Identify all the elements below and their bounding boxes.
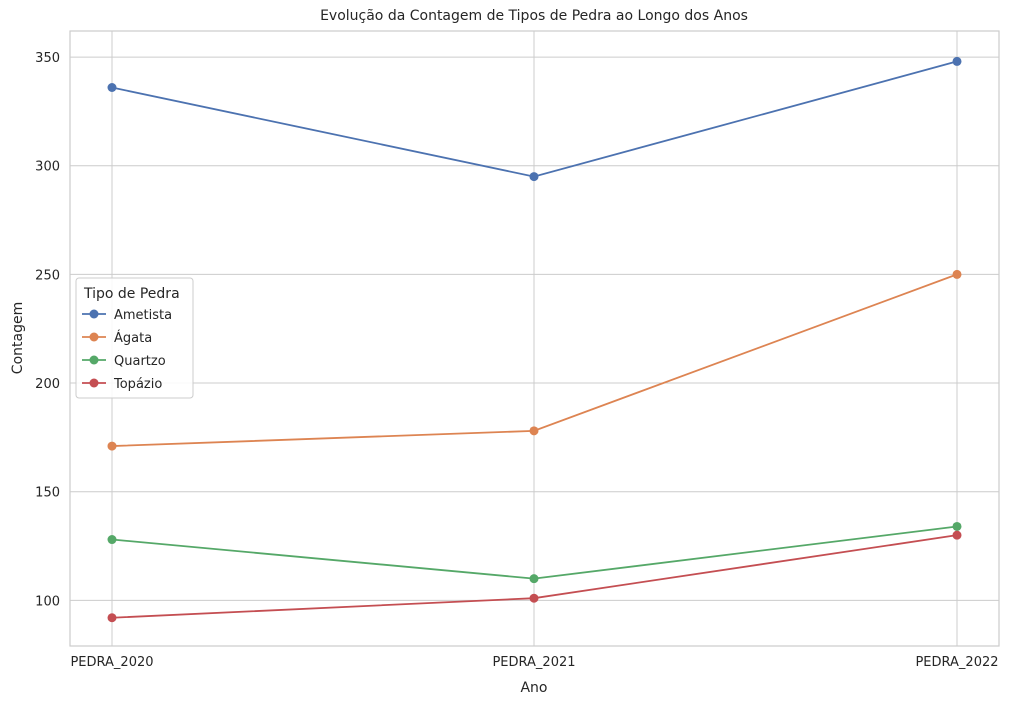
- data-point: [529, 172, 539, 182]
- series-4: [107, 530, 962, 623]
- data-point: [952, 56, 962, 66]
- y-tick-label: 200: [35, 377, 60, 392]
- legend-label: Topázio: [113, 377, 162, 392]
- data-point: [107, 83, 117, 93]
- y-tick-label: 300: [35, 160, 60, 175]
- legend-item: Topázio: [82, 377, 162, 392]
- x-axis-ticks: PEDRA_2020 PEDRA_2021 PEDRA_2022: [70, 655, 998, 670]
- legend-swatch-marker: [89, 355, 99, 365]
- y-tick-label: 100: [35, 594, 60, 609]
- legend-swatch-marker: [89, 378, 99, 388]
- data-point: [107, 613, 117, 623]
- data-point: [529, 593, 539, 603]
- legend-swatch-marker: [89, 309, 99, 319]
- data-point: [529, 574, 539, 584]
- x-tick-label: PEDRA_2021: [492, 655, 575, 670]
- y-tick-label: 150: [35, 486, 60, 501]
- legend-label: Quartzo: [114, 354, 166, 369]
- series-3: [107, 521, 962, 584]
- legend-label: Ágata: [114, 330, 152, 346]
- grid: [70, 31, 999, 646]
- legend-swatch-marker: [89, 332, 99, 342]
- legend-item: Quartzo: [82, 354, 166, 369]
- y-tick-label: 350: [35, 51, 60, 66]
- x-tick-label: PEDRA_2020: [70, 655, 153, 670]
- legend-item: Ametista: [82, 308, 172, 323]
- legend-title: Tipo de Pedra: [83, 286, 180, 302]
- series-layer: [107, 56, 962, 623]
- chart-title: Evolução da Contagem de Tipos de Pedra a…: [320, 8, 748, 24]
- data-point: [107, 441, 117, 451]
- legend-items: Ametista Ágata Quartzo Topázio: [82, 308, 172, 392]
- series-1: [107, 56, 962, 182]
- data-point: [952, 269, 962, 279]
- y-tick-label: 250: [35, 268, 60, 283]
- data-point: [952, 530, 962, 540]
- x-tick-label: PEDRA_2022: [915, 655, 998, 670]
- legend-item: Ágata: [82, 330, 152, 346]
- y-axis-ticks: 100 150 200 250 300 350: [35, 51, 60, 609]
- x-axis-label: Ano: [520, 680, 547, 696]
- series-2: [107, 269, 962, 451]
- legend: Tipo de Pedra Ametista Ágata Quartzo Topázi…: [75, 277, 194, 399]
- plot-area: [69, 30, 1000, 647]
- data-point: [952, 521, 962, 531]
- data-point: [529, 426, 539, 436]
- y-axis-label: Contagem: [10, 302, 26, 374]
- legend-box: [75, 277, 194, 399]
- legend-label: Ametista: [114, 308, 172, 323]
- data-point: [107, 535, 117, 545]
